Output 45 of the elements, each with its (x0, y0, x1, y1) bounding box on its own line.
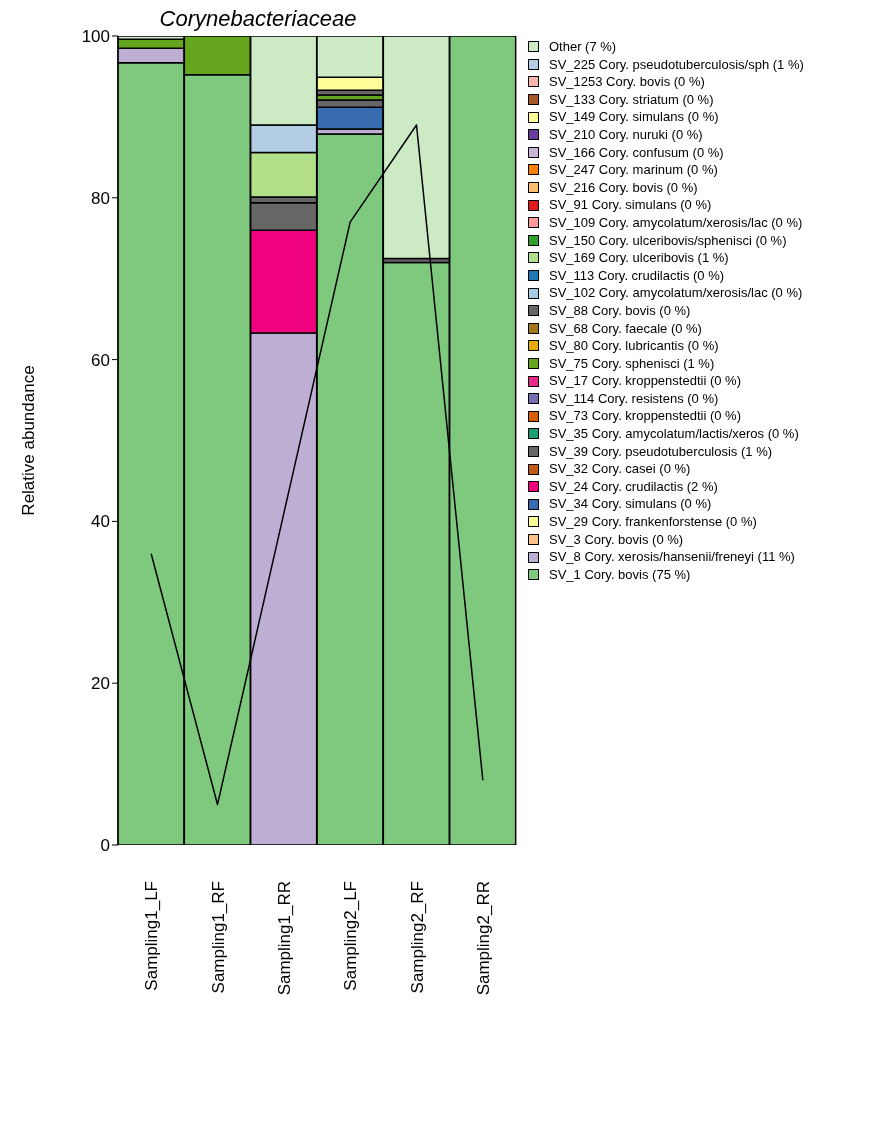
legend-label: SV_35 Cory. amycolatum/lactis/xeros (0 %) (549, 425, 799, 443)
legend-label: SV_210 Cory. nuruki (0 %) (549, 125, 703, 144)
legend-label: SV_133 Cory. striatum (0 %) (549, 90, 714, 109)
legend-label: SV_114 Cory. resistens (0 %) (549, 389, 719, 408)
y-tick-label: 80 (91, 188, 110, 208)
legend-label: SV_247 Cory. marinum (0 %) (549, 161, 718, 179)
legend-label: SV_1 Cory. bovis (75 %) (549, 565, 691, 584)
y-tick-label: 60 (91, 350, 110, 370)
legend-label: SV_32 Cory. casei (0 %) (549, 460, 691, 478)
y-tick-label: 100 (81, 27, 110, 47)
chart-title: Corynebacteriaceae (159, 6, 357, 31)
legend-label: SV_216 Cory. bovis (0 %) (549, 178, 698, 197)
legend-label: SV_39 Cory. pseudotuberculosis (1 %) (549, 442, 773, 461)
y-axis-title: Relative abundance (19, 365, 39, 516)
x-tick-label: Sampling2_LF (341, 881, 361, 991)
legend-label: SV_80 Cory. lubricantis (0 %) (549, 337, 719, 355)
legend-label: SV_169 Cory. ulceribovis (1 %) (549, 249, 729, 267)
y-tick-label: 0 (100, 836, 110, 856)
y-tick-label: 20 (91, 674, 110, 694)
y-tick-label: 40 (91, 512, 110, 532)
legend-label: SV_34 Cory. simulans (0 %) (549, 495, 712, 514)
x-tick-label: Sampling2_RF (407, 881, 427, 994)
legend-label: SV_29 Cory. frankenforstense (0 %) (549, 513, 757, 531)
legend-label: SV_8 Cory. xerosis/hansenii/freneyi (11 %) (549, 548, 795, 566)
legend-label: SV_88 Cory. bovis (0 %) (549, 301, 691, 320)
legend-label: SV_166 Cory. confusum (0 %) (549, 143, 724, 162)
x-tick-label: Sampling2_RR (473, 881, 493, 996)
legend-label: SV_3 Cory. bovis (0 %) (549, 530, 684, 549)
x-tick-label: Sampling1_LF (142, 881, 162, 991)
legend-label: SV_73 Cory. kroppenstedtii (0 %) (549, 407, 741, 426)
x-tick-label: Sampling1_RR (274, 881, 294, 996)
legend-label: SV_149 Cory. simulans (0 %) (549, 108, 719, 126)
legend-label: SV_225 Cory. pseudotuberculosis/sph (1 %) (549, 55, 804, 74)
legend-label: SV_109 Cory. amycolatum/xerosis/lac (0 %) (549, 213, 803, 232)
legend-label: Other (7 %) (549, 38, 617, 56)
legend-label: SV_113 Cory. crudilactis (0 %) (549, 266, 725, 285)
legend-label: SV_1253 Cory. bovis (0 %) (549, 73, 705, 91)
legend-label: SV_150 Cory. ulceribovis/sphenisci (0 %) (549, 231, 787, 250)
x-tick-label: Sampling1_RF (208, 881, 228, 994)
legend-label: SV_24 Cory. crudilactis (2 %) (549, 477, 718, 496)
legend-label: SV_91 Cory. simulans (0 %) (549, 196, 712, 214)
legend-label: SV_17 Cory. kroppenstedtii (0 %) (549, 372, 741, 390)
legend-label: SV_102 Cory. amycolatum/xerosis/lac (0 %) (549, 284, 803, 302)
legend-label: SV_68 Cory. faecale (0 %) (549, 319, 702, 338)
legend-label: SV_75 Cory. sphenisci (1 %) (549, 354, 715, 373)
